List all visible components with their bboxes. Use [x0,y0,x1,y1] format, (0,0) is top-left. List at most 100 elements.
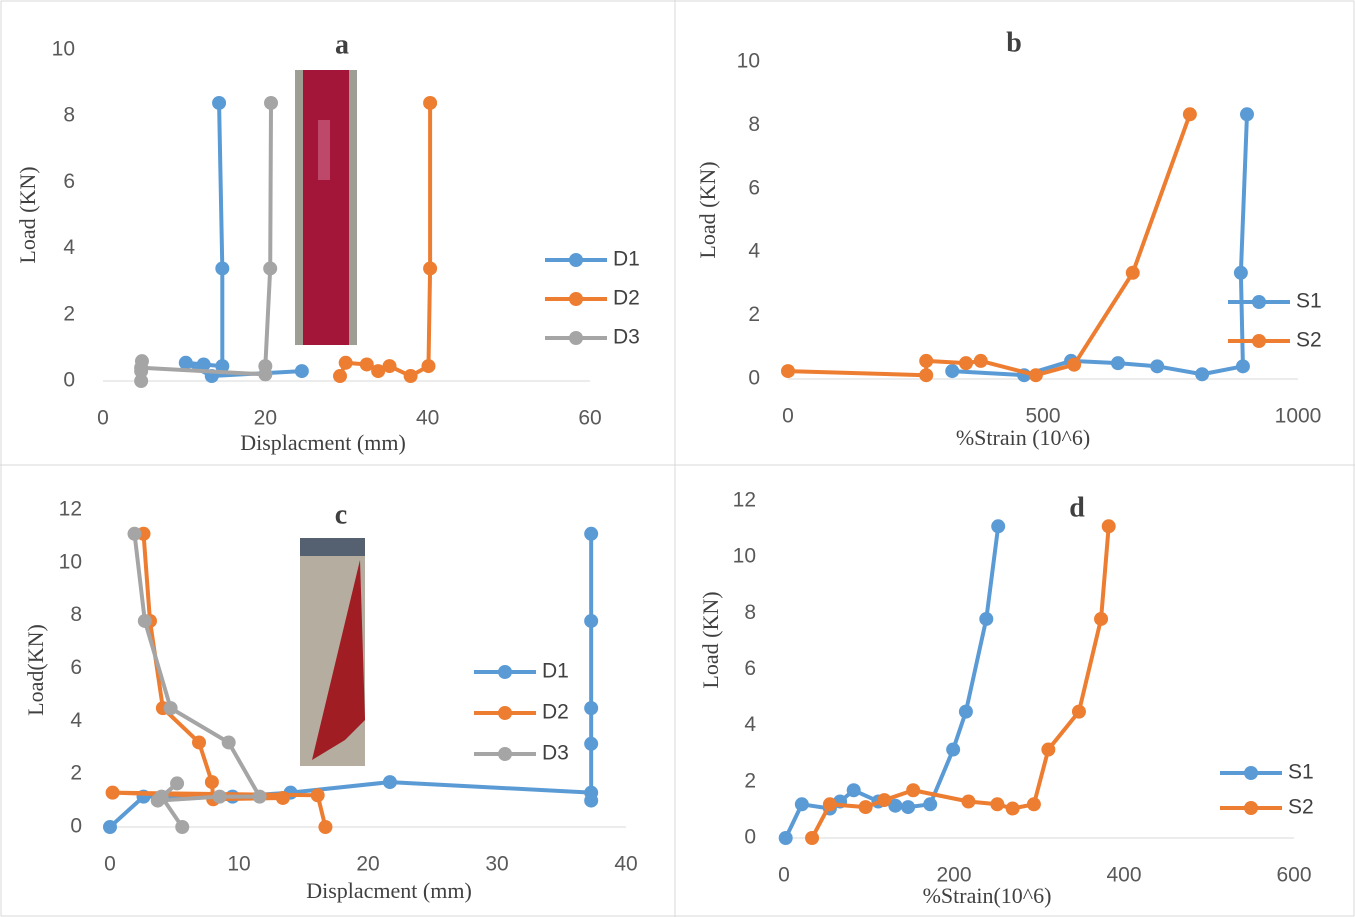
data-point [294,364,309,379]
data-point [170,776,185,791]
y-tick-label: 6 [63,170,75,193]
data-point [1240,107,1254,122]
y-tick-label: 10 [59,550,82,573]
series-line [132,533,262,829]
data-point [1067,357,1082,372]
y-axis-label: Load(KN) [23,624,48,716]
legend-label: D3 [613,326,640,349]
x-axis-label: %Strain (10^6) [956,425,1090,450]
y-tick-label: 4 [748,240,760,263]
legend-label: S1 [1288,761,1314,784]
data-point [175,820,190,834]
y-tick-label: 2 [63,302,75,325]
data-point [1195,367,1210,382]
x-tick-label: 20 [254,407,277,430]
y-tick-label: 4 [744,713,756,736]
data-point [221,735,236,750]
chart-title: a [335,29,349,60]
y-tick-label: 8 [63,104,75,127]
y-tick-label: 8 [748,113,760,136]
data-point [134,374,149,388]
data-point [1182,107,1197,122]
y-tick-label: 6 [744,657,756,680]
x-axis-label: Displacment (mm) [240,430,406,455]
legend-swatch [1252,295,1266,309]
x-tick-label: 40 [416,407,439,430]
data-point [1028,368,1043,383]
legend-swatch [498,747,512,761]
series-line [783,526,1001,839]
data-point [794,797,809,812]
data-point [919,368,934,383]
data-point [318,820,333,834]
data-point [584,793,599,808]
legend-swatch [569,253,583,267]
data-point [1005,801,1020,816]
legend-swatch [1252,334,1266,348]
legend-swatch [498,706,512,720]
data-point [991,519,1006,534]
data-point [150,793,165,808]
inset-photo [300,538,365,766]
data-point [212,95,227,110]
data-point [127,526,142,541]
data-point [196,357,211,372]
data-point [1101,519,1116,534]
data-point [215,359,230,374]
legend-swatch [498,665,512,679]
data-point [1071,704,1086,719]
data-point [382,359,397,374]
data-point [1150,359,1165,374]
x-tick-label: 600 [1276,864,1311,887]
data-point [264,95,279,110]
series-line [787,113,1192,378]
data-point [333,369,348,384]
data-point [192,735,207,750]
data-point [359,357,374,372]
data-point [163,701,178,716]
data-point [212,789,227,804]
y-tick-label: 10 [737,50,760,73]
data-point [958,704,973,719]
x-tick-label: 400 [1106,864,1141,887]
y-tick-label: 0 [744,826,756,849]
data-point [778,831,793,845]
data-point [423,95,438,110]
data-point [1125,265,1140,280]
chart-title: b [1006,27,1022,58]
x-tick-label: 200 [936,864,971,887]
data-point [888,798,903,813]
data-point [946,742,961,757]
data-point [958,356,973,371]
x-tick-label: 1000 [1275,405,1322,428]
data-point [584,526,599,541]
data-point [919,353,934,368]
data-point [371,364,386,379]
data-point [1110,356,1125,371]
data-point [382,775,397,790]
data-point [421,359,436,374]
data-point [275,790,290,805]
x-tick-label: 40 [614,853,637,876]
y-tick-label: 4 [63,236,75,259]
x-tick-label: 60 [578,407,601,430]
x-tick-label: 500 [1025,405,1060,428]
y-tick-label: 0 [748,367,760,390]
chart-title: c [335,499,347,530]
y-tick-label: 0 [63,369,75,392]
data-point [134,360,149,375]
legend-label: S2 [1288,796,1314,819]
legend-label: S1 [1296,290,1322,313]
y-tick-label: 8 [744,601,756,624]
data-point [923,797,938,812]
y-tick-label: 6 [748,176,760,199]
data-point [1094,611,1109,626]
data-point [990,797,1005,812]
data-point [1026,797,1041,812]
y-tick-label: 4 [70,709,82,732]
data-point [805,831,820,845]
y-tick-label: 2 [744,769,756,792]
data-point [906,783,921,798]
